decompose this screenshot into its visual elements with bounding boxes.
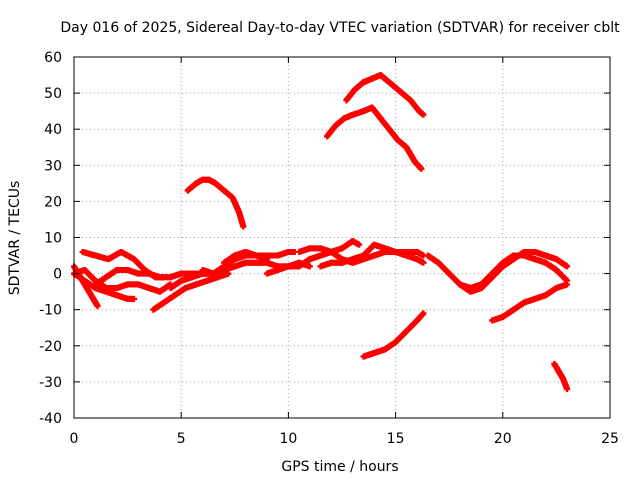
y-tick-label: 60 (44, 50, 62, 66)
x-axis-label: GPS time / hours (281, 459, 398, 475)
ticks: 0 5 10 15 20 25 -40 -30 -20 -10 0 10 20 30 40 50 60 (39, 50, 619, 447)
chart-title: Day 016 of 2025, Sidereal Day-to-day VTE… (60, 20, 620, 36)
series-arc-19 (456, 252, 571, 292)
x-tick-label: 15 (387, 431, 405, 447)
data-points (71, 72, 571, 393)
x-tick-label: 10 (279, 431, 297, 447)
y-tick-label: -40 (39, 411, 62, 427)
y-tick-label: 20 (44, 194, 62, 210)
x-tick-label: 20 (494, 431, 512, 447)
y-tick-label: 50 (44, 86, 62, 102)
data-point (420, 111, 427, 118)
y-axis-label: SDTVAR / TECUs (7, 181, 23, 296)
y-tick-label: -30 (39, 375, 62, 391)
series-arc-17 (360, 310, 427, 360)
y-tick-label: 10 (44, 231, 62, 247)
series-arc-10 (221, 248, 298, 266)
series-arc-21 (551, 360, 571, 393)
y-tick-label: 40 (44, 122, 62, 138)
series-arc-15 (323, 104, 425, 172)
data-point (564, 281, 571, 288)
y-tick-label: 0 (53, 267, 62, 283)
y-tick-label: 30 (44, 158, 62, 174)
data-point (418, 165, 425, 172)
series-arc-08 (184, 176, 247, 230)
data-point (306, 263, 313, 270)
x-tick-label: 5 (177, 431, 186, 447)
data-point (94, 303, 101, 310)
series-arc-13 (296, 245, 427, 266)
series-arc-06 (150, 270, 232, 313)
data-point (564, 263, 571, 270)
data-point (420, 310, 427, 317)
series-arc-16 (343, 72, 427, 118)
y-tick-label: -10 (39, 303, 62, 319)
series-arc-14 (317, 241, 427, 270)
data-point (240, 223, 247, 230)
series-arc-03 (71, 266, 174, 295)
series-arc-04 (79, 248, 168, 281)
series-arc-20 (489, 281, 571, 324)
data-point (564, 386, 571, 393)
series-arc-12 (263, 238, 363, 277)
y-tick-label: -20 (39, 339, 62, 355)
grid (74, 57, 610, 418)
x-tick-label: 0 (70, 431, 79, 447)
x-tick-label: 25 (601, 431, 619, 447)
data-point (420, 259, 427, 266)
data-point (356, 241, 363, 248)
data-point (131, 295, 138, 302)
